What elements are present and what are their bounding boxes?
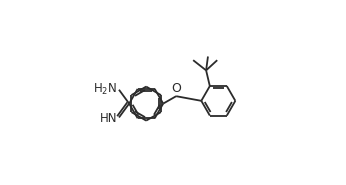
Text: HN: HN: [100, 112, 118, 125]
Text: O: O: [171, 82, 181, 95]
Text: H$_2$N: H$_2$N: [93, 82, 118, 97]
